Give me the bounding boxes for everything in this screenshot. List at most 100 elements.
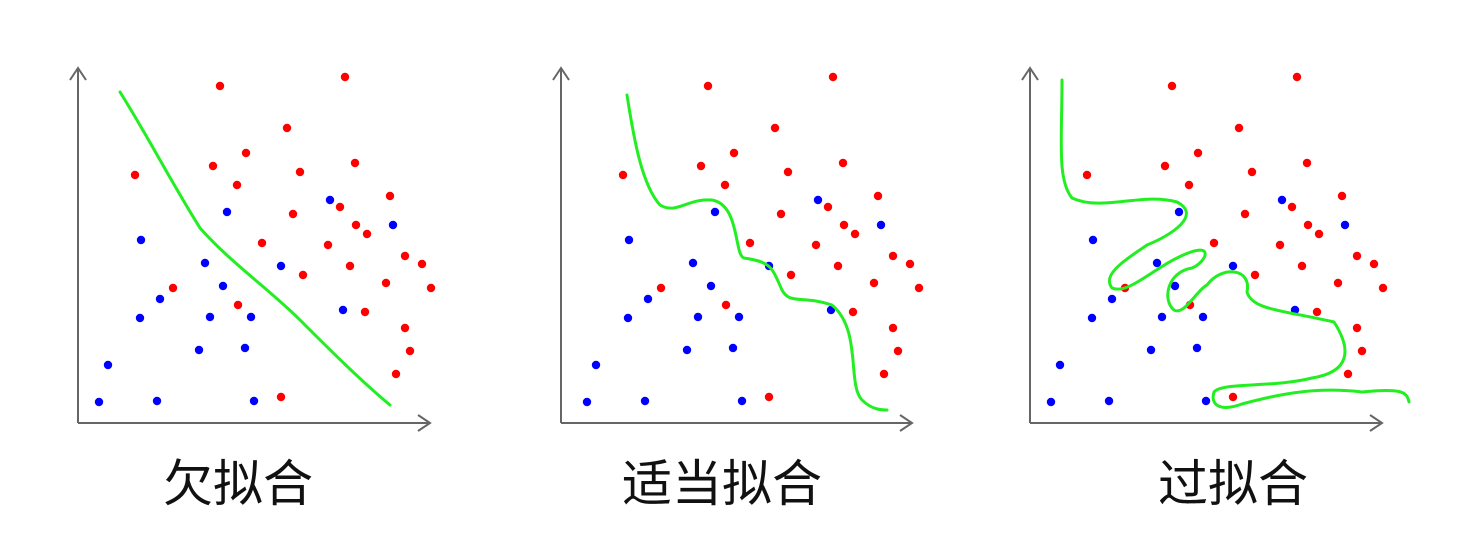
blue-point — [1192, 343, 1202, 353]
blue-point — [1107, 294, 1117, 304]
red-point — [233, 300, 243, 310]
red-point — [1337, 191, 1347, 201]
red-point — [618, 170, 628, 180]
red-point — [345, 261, 355, 271]
red-point — [400, 323, 410, 333]
blue-point — [1157, 312, 1167, 322]
blue-point — [222, 207, 232, 217]
red-point — [838, 158, 848, 168]
blue-point — [1228, 261, 1238, 271]
red-point — [720, 180, 730, 190]
blue-point — [1198, 312, 1208, 322]
blue-point — [338, 305, 348, 315]
blue-point — [1201, 396, 1211, 406]
red-point — [360, 307, 370, 317]
red-point — [873, 191, 883, 201]
red-point — [1167, 81, 1177, 91]
red-point — [1312, 307, 1322, 317]
red-point — [869, 278, 879, 288]
red-point — [1352, 251, 1362, 261]
red-point — [729, 148, 739, 158]
blue-point — [218, 281, 228, 291]
blue-point — [103, 360, 113, 370]
red-point — [1297, 261, 1307, 271]
red-point — [405, 346, 415, 356]
blue-point — [246, 312, 256, 322]
blue-point — [640, 396, 650, 406]
red-point — [1247, 167, 1257, 177]
red-point — [241, 148, 251, 158]
blue-point — [688, 258, 698, 268]
caption-goodfit: 适当拟合 — [622, 455, 822, 513]
red-point — [850, 229, 860, 239]
red-point — [1234, 123, 1244, 133]
axes — [552, 66, 914, 432]
fit-curve — [118, 90, 392, 407]
blue-point — [813, 195, 823, 205]
red-point — [745, 238, 755, 248]
red-point — [786, 270, 796, 280]
blue-point — [591, 360, 601, 370]
blue-point — [737, 396, 747, 406]
red-point — [1378, 283, 1388, 293]
red-point — [905, 259, 915, 269]
red-point — [1343, 369, 1353, 379]
blue-point — [1174, 207, 1184, 217]
red-point — [1184, 180, 1194, 190]
red-point — [295, 167, 305, 177]
red-point — [215, 81, 225, 91]
panel-underfit: 欠拟合 — [0, 0, 480, 559]
blue-point — [1055, 360, 1065, 370]
red-point — [350, 158, 360, 168]
blue-point — [1340, 220, 1350, 230]
panel-overfit: 过拟合 — [952, 0, 1432, 559]
red-point — [1352, 323, 1362, 333]
blue-point — [693, 312, 703, 322]
axes — [1021, 66, 1384, 432]
blue-point — [623, 313, 633, 323]
blue-point — [136, 235, 146, 245]
blue-point — [205, 312, 215, 322]
blue-point — [325, 195, 335, 205]
red-point — [811, 240, 821, 250]
blue-point — [276, 261, 286, 271]
blue-point — [1046, 397, 1056, 407]
axes — [69, 66, 432, 432]
blue-point — [1088, 235, 1098, 245]
y-axis-arrow — [552, 66, 570, 81]
red-point — [888, 323, 898, 333]
caption-underfit: 欠拟合 — [163, 455, 313, 513]
red-point — [391, 369, 401, 379]
blue-point — [155, 294, 165, 304]
blue-point — [135, 313, 145, 323]
blue-point — [240, 343, 250, 353]
red-point — [839, 220, 849, 230]
blue-point — [249, 396, 259, 406]
plot-goodfit — [552, 66, 924, 432]
red-point — [1369, 259, 1379, 269]
plot-underfit — [69, 66, 436, 432]
red-point — [1160, 161, 1170, 171]
red-point — [888, 251, 898, 261]
red-point — [1357, 346, 1367, 356]
fit-curve — [625, 93, 889, 412]
red-point — [1275, 240, 1285, 250]
blue-point — [388, 220, 398, 230]
red-point — [1314, 229, 1324, 239]
red-point — [340, 72, 350, 82]
blue-point — [1170, 281, 1180, 291]
red-point — [381, 278, 391, 288]
red-point — [1082, 170, 1092, 180]
red-point — [362, 229, 372, 239]
red-point — [848, 307, 858, 317]
blue-point — [94, 397, 104, 407]
red-point — [298, 270, 308, 280]
red-point — [1333, 278, 1343, 288]
x-axis-arrow — [1369, 414, 1384, 432]
blue-point — [1104, 396, 1114, 406]
y-axis-arrow — [69, 66, 87, 81]
red-point — [914, 283, 924, 293]
blue-point — [582, 397, 592, 407]
red-point — [257, 238, 267, 248]
blue-point — [710, 207, 720, 217]
